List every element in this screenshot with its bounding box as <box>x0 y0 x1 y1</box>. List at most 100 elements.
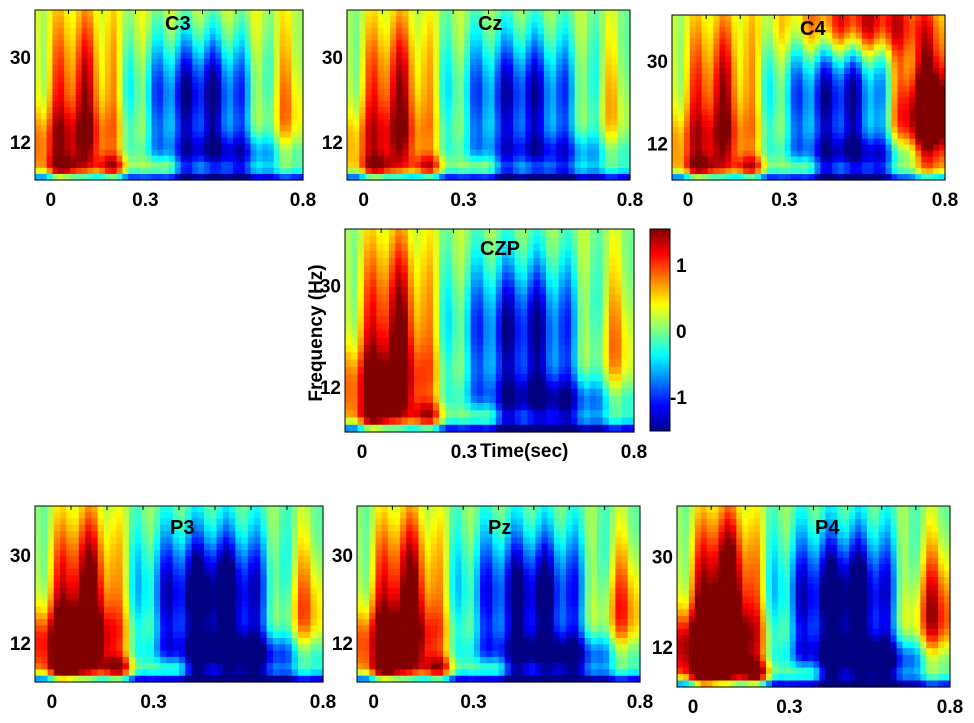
heatmap-cell <box>139 95 147 102</box>
heatmap-cell <box>814 56 821 63</box>
heatmap-cell <box>445 243 453 252</box>
heatmap-cell <box>458 330 465 339</box>
heatmap-cell <box>568 28 576 35</box>
heatmap-cell <box>539 417 547 426</box>
heatmap-cell <box>233 125 240 133</box>
heatmap-cell <box>285 76 292 84</box>
heatmap-cell <box>451 294 459 303</box>
heatmap-cell <box>577 323 585 332</box>
heatmap-cell <box>233 95 240 102</box>
heatmap-cell <box>396 119 403 126</box>
heatmap-cell <box>104 58 112 66</box>
heatmap-cell <box>116 107 123 114</box>
heatmap-cell <box>238 167 246 175</box>
heatmap-cell <box>580 52 588 60</box>
heatmap-cell <box>163 82 170 90</box>
heatmap-cell <box>850 97 857 104</box>
heatmap-cell <box>731 26 738 34</box>
heatmap-cell <box>927 56 934 63</box>
heatmap-cell <box>345 279 352 288</box>
heatmap-cell <box>814 162 821 169</box>
heatmap-cell <box>719 115 727 122</box>
heatmap-cell <box>778 73 786 81</box>
heatmap-cell <box>69 143 77 151</box>
heatmap-cell <box>180 149 188 157</box>
heatmap-cell <box>451 250 459 259</box>
heatmap-cell <box>439 424 447 433</box>
heatmap-cell <box>87 155 94 163</box>
heatmap-cell <box>790 132 798 140</box>
heatmap-cell <box>363 316 371 324</box>
heatmap-cell <box>519 58 527 66</box>
heatmap-cell <box>543 155 551 163</box>
heatmap-cell <box>623 10 631 17</box>
heatmap-cell <box>552 243 560 252</box>
heatmap-cell <box>550 107 557 114</box>
heatmap-cell <box>396 16 403 23</box>
heatmap-cell <box>558 381 566 390</box>
heatmap-cell <box>556 22 563 29</box>
heatmap-cell <box>838 103 845 110</box>
heatmap-cell <box>186 82 193 90</box>
heatmap-cell <box>174 40 182 48</box>
heatmap-cell <box>784 115 792 122</box>
heatmap-cell <box>832 15 839 22</box>
heatmap-cell <box>731 174 738 181</box>
heatmap-cell <box>873 38 881 46</box>
heatmap-cell <box>873 32 881 40</box>
heatmap-cell <box>192 70 199 78</box>
heatmap-cell <box>476 107 483 114</box>
heatmap-cell <box>483 337 491 346</box>
heatmap-cell <box>203 76 211 84</box>
heatmap-cell <box>506 28 514 35</box>
heatmap-cell <box>370 381 378 390</box>
heatmap-cell <box>533 366 541 375</box>
heatmap-cell <box>451 287 459 295</box>
heatmap-cell <box>104 101 112 108</box>
heatmap-cell <box>820 150 827 158</box>
heatmap-cell <box>897 20 905 28</box>
heatmap-cell <box>99 70 106 78</box>
heatmap-cell <box>568 82 576 90</box>
heatmap-cell <box>186 119 193 126</box>
heatmap-cell <box>749 26 756 34</box>
heatmap-cell <box>291 70 298 78</box>
heatmap-cell <box>215 101 223 108</box>
heatmap-cell <box>262 101 269 108</box>
heatmap-cell <box>784 126 792 134</box>
heatmap-cell <box>903 44 910 51</box>
heatmap-cell <box>345 308 352 317</box>
heatmap-cell <box>116 34 123 41</box>
panel-title: C4 <box>800 18 826 40</box>
heatmap-cell <box>376 330 384 339</box>
heatmap-cell <box>408 64 416 72</box>
heatmap-cell <box>520 272 528 281</box>
heatmap-cell <box>457 167 465 175</box>
heatmap-cell <box>500 173 508 181</box>
heatmap-cell <box>514 374 522 382</box>
heatmap-cell <box>198 70 205 78</box>
heatmap-cell <box>525 95 533 102</box>
heatmap-cell <box>731 38 738 46</box>
heatmap-cell <box>87 16 94 23</box>
heatmap-cell <box>353 173 360 181</box>
heatmap-cell <box>40 167 48 175</box>
heatmap-cell <box>250 101 257 108</box>
heatmap-cell <box>463 149 471 157</box>
heatmap-cell <box>420 101 428 108</box>
heatmap-cell <box>790 150 798 158</box>
heatmap-cell <box>506 76 514 84</box>
heatmap-cell <box>371 173 379 181</box>
heatmap-cell <box>439 258 447 266</box>
heatmap-cell <box>174 131 182 139</box>
heatmap-cell <box>731 132 738 140</box>
heatmap-cell <box>221 101 228 108</box>
heatmap-cell <box>351 243 359 252</box>
heatmap-cell <box>402 95 410 102</box>
heatmap-cell <box>238 10 246 17</box>
heatmap-cell <box>915 32 922 40</box>
heatmap-cell <box>157 58 164 66</box>
heatmap-cell <box>577 330 585 339</box>
heatmap-cell <box>838 68 845 75</box>
heatmap-cell <box>445 388 453 397</box>
